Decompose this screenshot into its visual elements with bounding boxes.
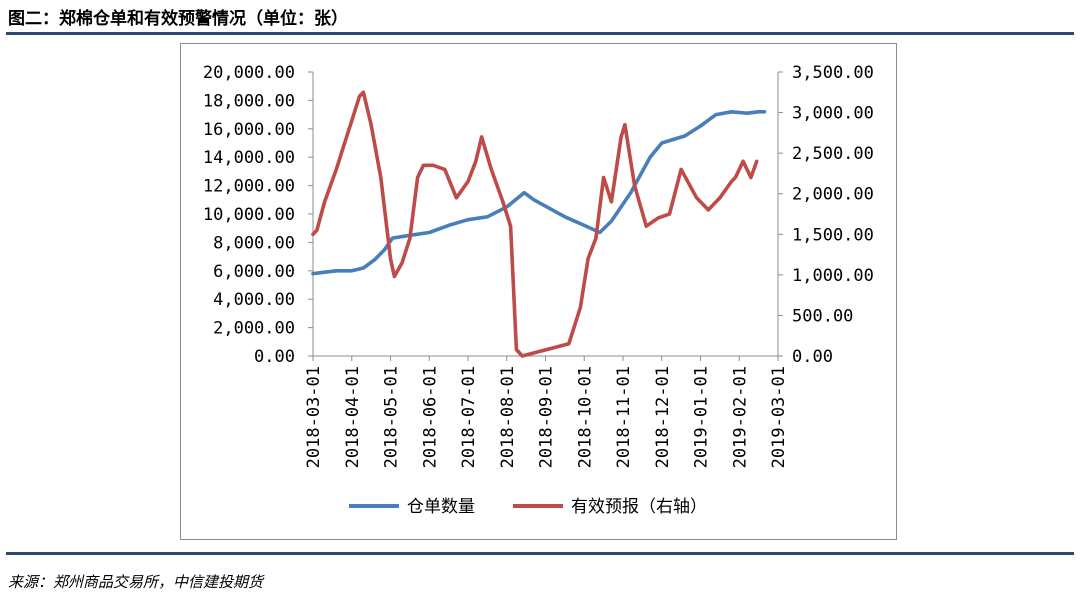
y-left-tick-label: 10,000.00 xyxy=(203,205,295,225)
chart-frame: 0.00 2,000.00 4,000.00 6,000.00 8,000.00 10,0… xyxy=(180,43,897,540)
y-left-tick-label: 14,000.00 xyxy=(203,148,295,168)
x-tick-label: 2018-09-01 xyxy=(537,366,557,468)
y-right-tick-label: 2,000.00 xyxy=(792,185,874,205)
y-left-tick-label: 18,000.00 xyxy=(203,91,295,111)
y-right-tick-label: 3,000.00 xyxy=(792,104,874,124)
source-note: 来源：郑州商品交易所，中信建投期货 xyxy=(8,573,264,591)
y-left-tick-label: 20,000.00 xyxy=(203,63,295,83)
x-tick-label: 2018-08-01 xyxy=(498,366,518,468)
y-right-tick-label: 2,500.00 xyxy=(792,144,874,164)
x-tick-label: 2018-07-01 xyxy=(459,366,479,468)
x-tick-label: 2018-12-01 xyxy=(653,366,673,468)
chart-svg: 0.00 2,000.00 4,000.00 6,000.00 8,000.00 10,0… xyxy=(203,63,874,517)
x-tick-label: 2018-05-01 xyxy=(382,366,402,468)
y-right-tick-label: 3,500.00 xyxy=(792,63,874,83)
y-left-tick-label: 2,000.00 xyxy=(213,319,295,339)
x-tick-label: 2018-03-01 xyxy=(304,366,324,468)
figure-title: 图二：郑棉仓单和有效预警情况（单位：张） xyxy=(8,9,348,29)
series-line-warehouse-receipts xyxy=(311,110,767,276)
legend-label-2: 有效预报（右轴） xyxy=(571,497,707,517)
x-tick-label: 2018-04-01 xyxy=(343,366,363,468)
y-left-tick-label: 16,000.00 xyxy=(203,120,295,140)
y-left-tick-label: 0.00 xyxy=(254,347,295,367)
y-left-tick-label: 8,000.00 xyxy=(213,233,295,253)
y-right-tick-label: 500.00 xyxy=(792,306,853,326)
y-left-tick-label: 12,000.00 xyxy=(203,177,295,197)
y-left-tick-label: 4,000.00 xyxy=(213,290,295,310)
x-tick-label: 2019-01-01 xyxy=(692,366,712,468)
y-right-tick-label: 1,000.00 xyxy=(792,266,874,286)
x-tick-label: 2019-02-01 xyxy=(730,366,750,468)
bottom-rule xyxy=(6,552,1074,555)
x-tick-label: 2018-06-01 xyxy=(420,366,440,468)
y-right-tick-label: 0.00 xyxy=(792,347,833,367)
x-tick-label: 2019-03-01 xyxy=(769,366,789,468)
x-tick-label: 2018-11-01 xyxy=(614,366,634,468)
legend-label-1: 仓单数量 xyxy=(407,497,475,517)
y-right-tick-label: 1,500.00 xyxy=(792,225,874,245)
series-line-effective-forecast xyxy=(311,90,759,358)
x-tick-label: 2018-10-01 xyxy=(575,366,595,468)
top-rule xyxy=(6,32,1074,35)
y-left-tick-label: 6,000.00 xyxy=(213,262,295,282)
